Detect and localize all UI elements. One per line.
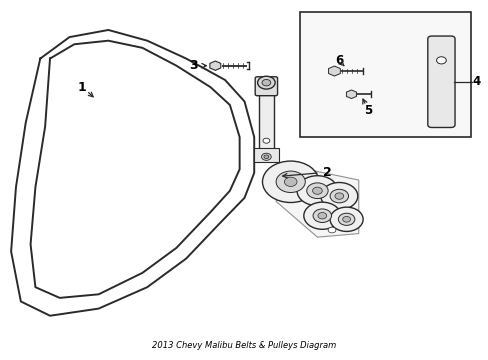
- Circle shape: [320, 183, 357, 210]
- Circle shape: [261, 153, 271, 160]
- Circle shape: [276, 171, 305, 193]
- Circle shape: [342, 216, 350, 222]
- Circle shape: [303, 202, 340, 229]
- Text: 4: 4: [472, 75, 480, 88]
- Circle shape: [312, 209, 331, 222]
- Circle shape: [436, 57, 446, 64]
- Circle shape: [262, 80, 270, 86]
- Text: 6: 6: [334, 54, 343, 67]
- Circle shape: [263, 138, 269, 143]
- Circle shape: [329, 189, 348, 203]
- Circle shape: [338, 213, 354, 225]
- Circle shape: [264, 155, 268, 158]
- Circle shape: [334, 193, 343, 199]
- Text: 3: 3: [189, 59, 197, 72]
- Circle shape: [262, 161, 318, 203]
- Text: 2013 Chevy Malibu Belts & Pulleys Diagram: 2013 Chevy Malibu Belts & Pulleys Diagra…: [152, 341, 336, 350]
- Text: 2: 2: [322, 166, 331, 179]
- Polygon shape: [276, 164, 358, 237]
- Bar: [254, 148, 278, 162]
- Circle shape: [312, 187, 322, 194]
- Circle shape: [317, 212, 326, 219]
- FancyBboxPatch shape: [427, 36, 454, 127]
- Text: 1: 1: [77, 81, 86, 94]
- Circle shape: [329, 207, 363, 231]
- Circle shape: [257, 76, 275, 89]
- Circle shape: [296, 176, 337, 206]
- Circle shape: [284, 177, 296, 186]
- Bar: [258, 91, 274, 155]
- Circle shape: [327, 227, 335, 233]
- Circle shape: [306, 183, 327, 199]
- FancyBboxPatch shape: [255, 77, 277, 96]
- Bar: [300, 12, 469, 137]
- Text: 5: 5: [364, 104, 372, 117]
